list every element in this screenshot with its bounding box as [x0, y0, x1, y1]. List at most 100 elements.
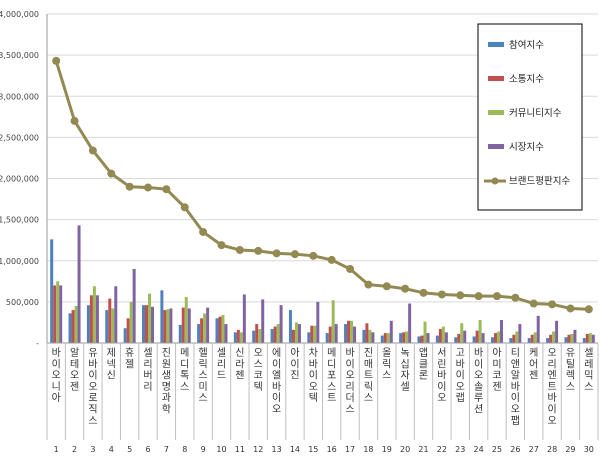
bar-2: [365, 323, 369, 343]
bar-2: [585, 333, 589, 343]
y-tick-label: 4,000,000: [0, 10, 39, 19]
y-tick-label: -: [36, 339, 39, 348]
rank-label: 11: [235, 445, 245, 454]
bar-1: [142, 305, 146, 343]
bar-2: [108, 298, 112, 343]
line-point: [327, 255, 336, 264]
bar-3: [552, 331, 556, 343]
line-point: [382, 282, 391, 291]
bar-4: [573, 329, 577, 343]
bar-1: [472, 336, 476, 343]
bar-4: [261, 299, 265, 343]
rank-label: 23: [455, 445, 465, 454]
bar-3: [368, 329, 372, 343]
bar-4: [518, 324, 522, 343]
legend-entry: 참여지수: [509, 39, 544, 51]
legend-swatch: [488, 42, 504, 47]
y-tick-label: 3,500,000: [0, 51, 39, 60]
line-point: [419, 288, 428, 297]
bar-2: [71, 310, 75, 343]
bar-4: [242, 294, 246, 343]
bar-2: [291, 329, 295, 343]
bar-4: [187, 308, 191, 343]
bar-1: [233, 332, 237, 343]
y-axis: - 500,000 1,000,000 1,500,000 2,000,000 2,500…: [0, 10, 48, 348]
line-point: [456, 291, 465, 300]
bar-3: [276, 324, 280, 343]
bar-3: [56, 281, 60, 343]
line-point: [566, 304, 575, 313]
line-point: [511, 293, 520, 302]
bar-1: [509, 338, 513, 343]
bar-2: [328, 326, 332, 343]
legend-entry: 브랜드평판지수: [509, 176, 570, 187]
bar-4: [426, 333, 430, 343]
rank-label: 27: [529, 445, 539, 454]
bar-1: [50, 239, 54, 343]
bar-1: [123, 328, 127, 343]
bar-2: [530, 334, 534, 343]
bar-2: [89, 295, 93, 343]
bar-3: [313, 325, 317, 343]
line-point: [254, 246, 263, 255]
line-point: [584, 305, 593, 314]
bar-series: [50, 225, 595, 343]
rank-label: 17: [345, 445, 355, 454]
bar-4: [463, 330, 467, 343]
legend-swatch-marker: [491, 177, 499, 185]
bar-1: [435, 335, 439, 343]
bar-4: [132, 268, 136, 343]
rank-label: 8: [182, 445, 187, 454]
bar-4: [151, 306, 155, 343]
line-point: [162, 185, 171, 194]
brand-reputation-line: [52, 56, 593, 314]
rank-label: 10: [216, 445, 226, 454]
y-tick-label: 2,500,000: [0, 133, 39, 142]
bar-4: [95, 295, 99, 343]
bar-3: [496, 331, 500, 343]
bar-1: [160, 290, 164, 343]
bar-1: [582, 338, 586, 343]
legend-swatch: [488, 76, 504, 81]
bar-2: [126, 318, 130, 343]
bar-1: [490, 337, 494, 343]
bar-4: [499, 319, 503, 343]
bar-3: [258, 329, 262, 343]
bar-2: [53, 285, 57, 343]
rank-label: 12: [253, 445, 263, 454]
bar-1: [417, 336, 421, 343]
bar-1: [215, 318, 219, 343]
bar-3: [221, 315, 225, 343]
bar-1: [325, 333, 329, 343]
rank-label: 9: [201, 445, 206, 454]
bar-2: [236, 329, 240, 343]
bar-1: [527, 338, 531, 343]
bar-3: [203, 313, 207, 343]
rank-label: 7: [164, 445, 169, 454]
bar-4: [334, 324, 338, 343]
bar-2: [145, 305, 149, 343]
bar-4: [169, 308, 173, 343]
bar-3: [441, 326, 445, 343]
bar-3: [533, 332, 537, 343]
bar-4: [77, 225, 81, 343]
rank-label: 28: [547, 445, 557, 454]
line-point: [272, 249, 281, 258]
bar-3: [184, 296, 188, 343]
bar-3: [478, 319, 482, 343]
bar-3: [331, 300, 335, 343]
legend-swatch: [488, 144, 504, 149]
